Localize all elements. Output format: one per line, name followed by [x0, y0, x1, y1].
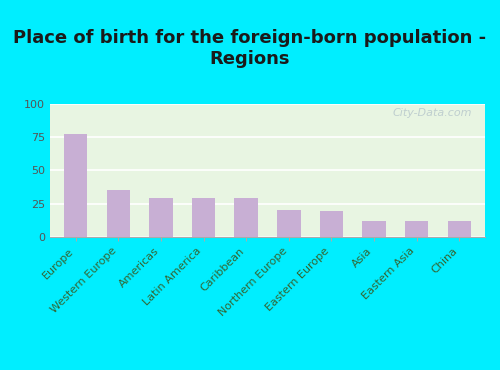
Bar [277, 210, 300, 237]
Text: City-Data.com: City-Data.com [392, 108, 472, 118]
Bar [234, 198, 258, 237]
Bar [320, 212, 343, 237]
Bar [405, 221, 428, 237]
Bar [106, 190, 130, 237]
Bar [64, 134, 88, 237]
Bar [192, 198, 216, 237]
Text: Place of birth for the foreign-born population -
Regions: Place of birth for the foreign-born popu… [14, 29, 486, 67]
Bar [362, 221, 386, 237]
Bar [448, 221, 471, 237]
Bar [149, 198, 172, 237]
